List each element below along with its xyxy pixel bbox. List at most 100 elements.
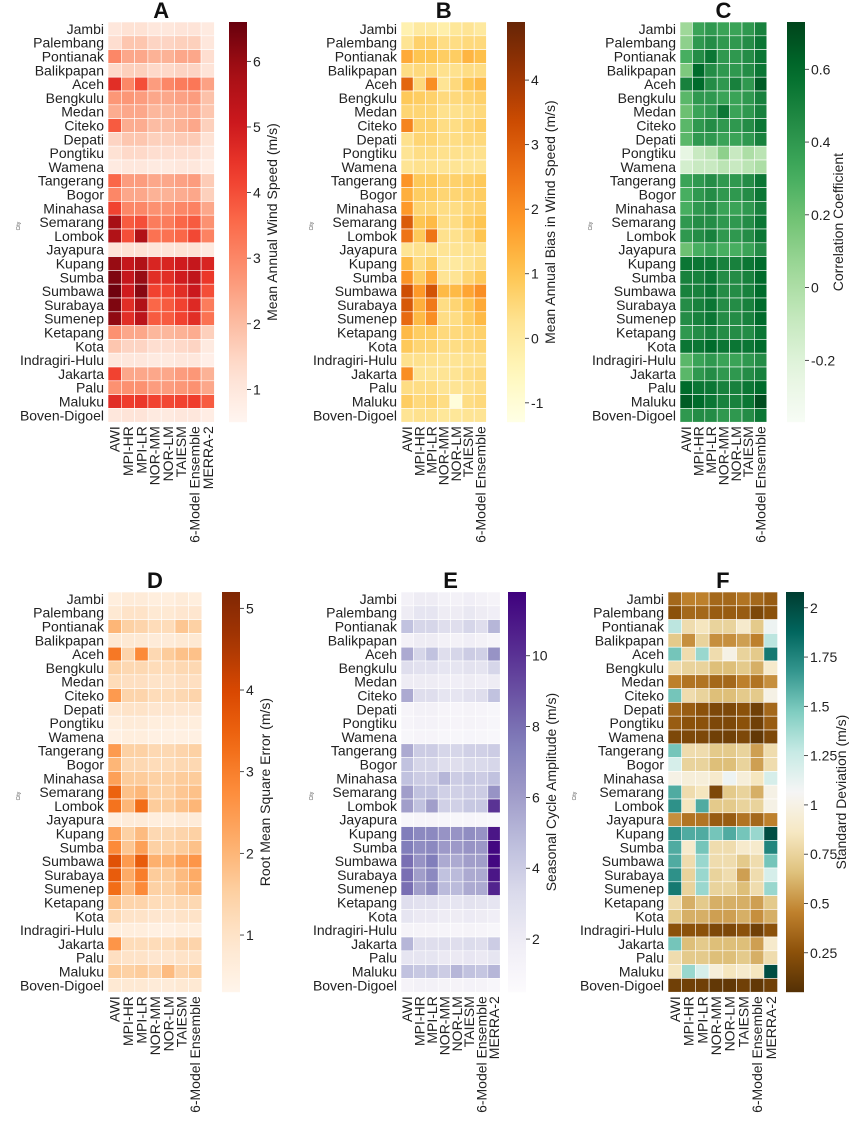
heatmap-cell (692, 339, 706, 354)
heatmap-cell (763, 881, 778, 896)
heatmap-cell (134, 173, 149, 188)
heatmap-cell (188, 964, 203, 979)
heatmap-cell (704, 201, 718, 216)
heatmap-cell (722, 922, 737, 938)
colorbar-tick-label: 1.25 (810, 748, 837, 764)
heatmap-cell (741, 173, 755, 188)
heatmap-cell (473, 325, 487, 340)
city-tick-label: Palu (76, 950, 104, 966)
heatmap-cell (722, 978, 737, 993)
heatmap-cell (449, 311, 463, 326)
city-tick-label: Lombok (54, 228, 105, 244)
city-tick-label: Wamena (341, 159, 397, 175)
heatmap-cell (763, 909, 778, 924)
heatmap-cell (188, 660, 203, 676)
heatmap-cell (695, 591, 710, 607)
heatmap-cell (461, 366, 475, 382)
city-tick-label: Kupang (56, 256, 104, 272)
heatmap-cell (107, 256, 122, 271)
heatmap-cell (161, 619, 176, 634)
city-tick-label: Indragiri-Hulu (580, 922, 664, 938)
colorbar-tick-label: 1.5 (810, 698, 830, 714)
heatmap-cell (400, 757, 414, 772)
heatmap-cell (487, 895, 501, 910)
panel-letter: F (716, 568, 729, 593)
heatmap-cell (425, 173, 438, 188)
heatmap-cell (722, 909, 737, 924)
heatmap-cell (487, 591, 501, 607)
heatmap-cell (473, 201, 487, 216)
heatmap-cell (437, 826, 451, 841)
model-tick-label: TAIESM (173, 426, 189, 477)
heatmap-cell (437, 812, 451, 827)
heatmap-cell (450, 702, 464, 717)
heatmap-cell (107, 840, 122, 855)
model-tick-label: 6-Model Ensemble (187, 996, 203, 1113)
heatmap-cell (704, 408, 718, 423)
heatmap-cell (462, 619, 476, 634)
heatmap-cell (161, 674, 176, 689)
heatmap-cell (716, 76, 730, 92)
heatmap-cell (450, 605, 464, 620)
heatmap-cell (736, 964, 751, 979)
heatmap-cell (716, 242, 730, 257)
heatmap-cell (449, 270, 463, 285)
heatmap-cell (695, 729, 710, 745)
heatmap-cell (107, 936, 122, 952)
heatmap-cell (188, 936, 203, 952)
heatmap-cell (708, 591, 724, 607)
heatmap-cell (473, 76, 487, 92)
heatmap-cell (461, 49, 475, 64)
heatmap-cell (749, 702, 765, 717)
heatmap-cell (174, 366, 189, 382)
heatmap-cell (425, 660, 439, 676)
heatmap-cell (449, 366, 463, 382)
heatmap-cell (134, 646, 149, 662)
heatmap-cell (437, 214, 451, 230)
heatmap-cell (681, 729, 696, 745)
heatmap-cell (174, 619, 189, 634)
model-tick-label: NOR-MM (436, 426, 452, 485)
model-tick-label: NOR-LM (448, 426, 464, 481)
heatmap-cell (741, 408, 755, 423)
heatmap-cell (475, 757, 489, 772)
heatmap-cell (487, 881, 501, 896)
heatmap-cell (708, 812, 724, 827)
heatmap-cell (412, 187, 426, 202)
heatmap-cell (134, 867, 149, 883)
heatmap-cell (437, 936, 451, 952)
city-tick-label: Citeko (624, 688, 664, 704)
heatmap-cell (475, 881, 489, 896)
colorbar-tick-label: 4 (246, 682, 254, 698)
heatmap-cell (461, 90, 475, 106)
heatmap-cell (161, 798, 176, 814)
heatmap-cell (200, 311, 215, 326)
heatmap-cell (121, 619, 136, 634)
heatmap-cell (722, 853, 737, 869)
colorbar-tick-label: 1 (810, 797, 818, 813)
heatmap-cell (716, 159, 730, 175)
heatmap-cell (462, 743, 476, 758)
heatmap-cell (679, 145, 693, 161)
heatmap-cell (413, 591, 427, 607)
heatmap-cell (736, 881, 751, 896)
heatmap-cell (475, 605, 489, 620)
city-tick-label: Indragiri-Hulu (20, 922, 104, 938)
city-tick-label: Sumenep (337, 311, 397, 327)
heatmap-cell (174, 826, 189, 841)
heatmap-cell (147, 132, 162, 147)
heatmap-cell (487, 922, 501, 938)
heatmap-cell (187, 118, 202, 133)
city-tick-label: Bogor (360, 187, 398, 203)
heatmap-cell (107, 784, 122, 800)
heatmap-cell (667, 646, 682, 662)
model-tick-label: MPI-HR (411, 426, 427, 476)
city-tick-label: Minahasa (43, 200, 104, 216)
heatmap-cell (449, 352, 463, 368)
heatmap-cell (121, 729, 136, 745)
heatmap-cell (134, 950, 149, 965)
heatmap-cell (400, 591, 414, 607)
heatmap-cell (461, 270, 475, 285)
heatmap-cell (473, 118, 487, 133)
city-tick-label: Bogor (67, 187, 105, 203)
